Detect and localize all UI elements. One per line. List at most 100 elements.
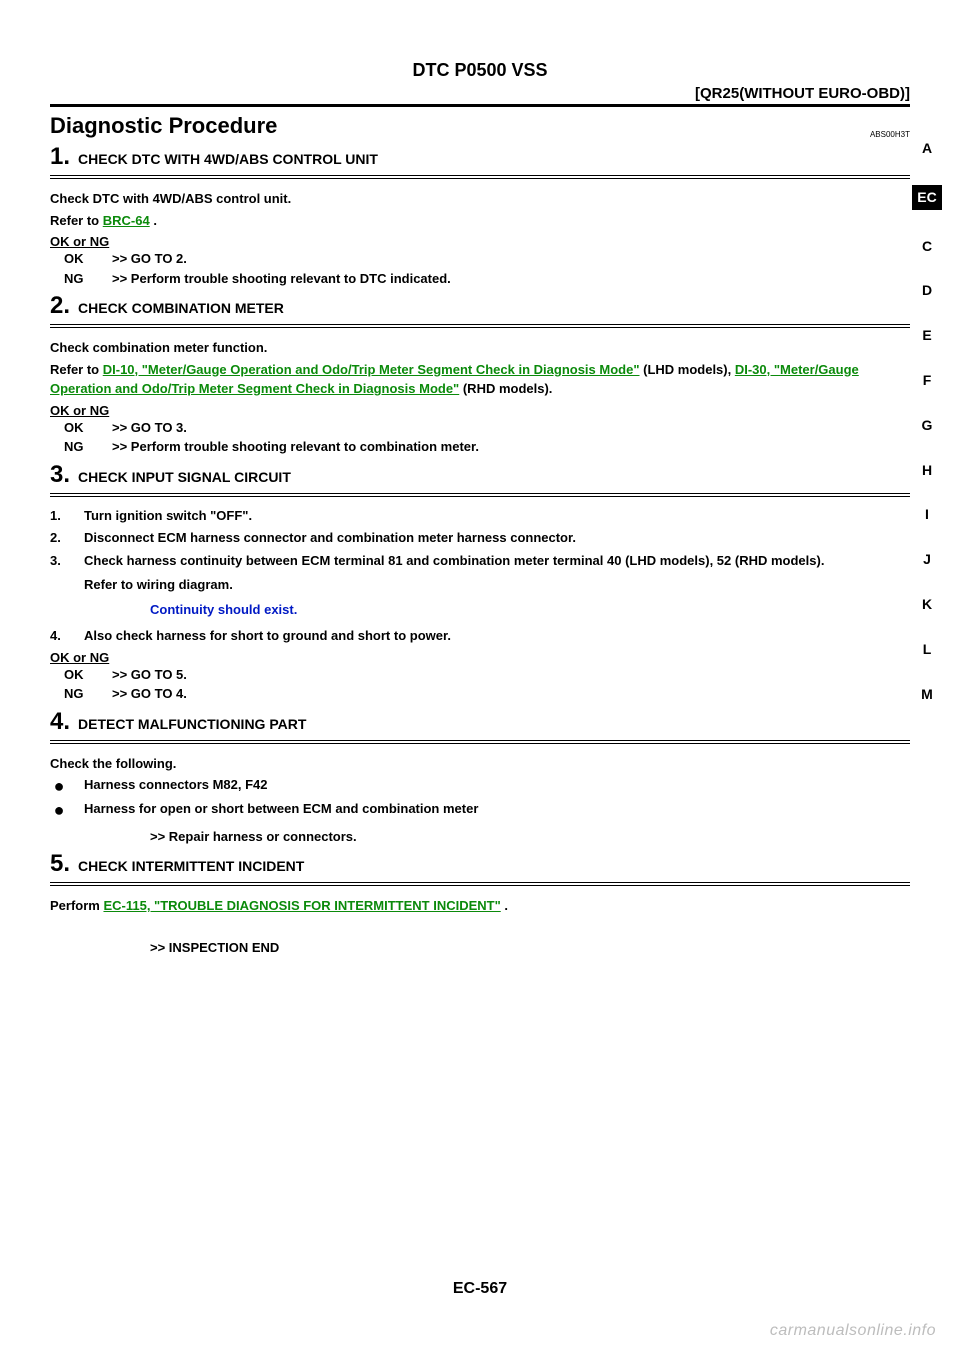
step1-ng-arrow: >> Perform trouble shooting relevant to … (112, 269, 451, 289)
step2-okng: OK or NG (50, 403, 910, 418)
step2-title: CHECK COMBINATION METER (78, 300, 284, 316)
page: DTC P0500 VSS [QR25(WITHOUT EURO-OBD)] A… (0, 0, 960, 1358)
side-tab-f[interactable]: F (912, 372, 942, 389)
step5-num: 5. (50, 850, 70, 878)
side-tab-c[interactable]: C (912, 238, 942, 255)
step1-refer-suffix: . (150, 213, 157, 228)
step4-bullets: ●Harness connectors M82, F42 ●Harness fo… (50, 777, 910, 819)
step3-item3-n: 3. (50, 552, 68, 571)
step2-ng-arrow: >> Perform trouble shooting relevant to … (112, 437, 479, 457)
diag-code: ABS00H3T (870, 130, 910, 139)
step5-end: >> INSPECTION END (150, 940, 910, 955)
side-tab-e[interactable]: E (912, 327, 942, 344)
step3-subline: Refer to wiring diagram. (84, 577, 910, 592)
step3-ng-arrow: >> GO TO 4. (112, 684, 187, 704)
step3-item1-n: 1. (50, 507, 68, 526)
step3-item1-t: Turn ignition switch "OFF". (84, 507, 252, 526)
step5-perform-link[interactable]: EC-115, "TROUBLE DIAGNOSIS FOR INTERMITT… (103, 898, 500, 913)
step3-okng: OK or NG (50, 650, 910, 665)
side-tab-m[interactable]: M (912, 686, 942, 703)
step3-continuity: Continuity should exist. (150, 602, 910, 617)
step3-ok-label: OK (64, 665, 98, 685)
diag-title: Diagnostic Procedure (50, 113, 277, 139)
step4-bullet1: ● Harness connectors M82, F42 (50, 777, 910, 795)
step5-perform-prefix: Perform (50, 898, 103, 913)
side-tab-d[interactable]: D (912, 282, 942, 299)
step3-num: 3. (50, 461, 70, 489)
step2-ng: NG >> Perform trouble shooting relevant … (64, 437, 910, 457)
step3-item4: 4.Also check harness for short to ground… (50, 627, 910, 646)
step2-line1: Check combination meter function. (50, 338, 910, 358)
watermark: carmanualsonline.info (770, 1322, 936, 1340)
step5-rule (50, 882, 910, 886)
bullet-icon: ● (50, 777, 68, 795)
step3-title: CHECK INPUT SIGNAL CIRCUIT (78, 469, 291, 485)
step3-rule (50, 493, 910, 497)
side-tab-h[interactable]: H (912, 462, 942, 479)
side-tab-k[interactable]: K (912, 596, 942, 613)
page-number: EC-567 (0, 1280, 960, 1298)
step1-title: CHECK DTC WITH 4WD/ABS CONTROL UNIT (78, 151, 378, 167)
step4-line1: Check the following. (50, 754, 910, 774)
step2-refer-mid: (LHD models), (640, 362, 735, 377)
side-tab-ec[interactable]: EC (912, 185, 942, 210)
step1-ng-label: NG (64, 269, 98, 289)
step2-refer-suffix: (RHD models). (459, 381, 552, 396)
step3-item1: 1. Turn ignition switch "OFF". (50, 507, 910, 526)
side-tab-a[interactable]: A (912, 140, 942, 157)
step3-item3-t: Check harness continuity between ECM ter… (84, 552, 824, 571)
step3-ok: OK >> GO TO 5. (64, 665, 910, 685)
step1-ok: OK >> GO TO 2. (64, 249, 910, 269)
step5-title: CHECK INTERMITTENT INCIDENT (78, 858, 304, 874)
step3-item2-n: 2. (50, 529, 68, 548)
step1-okng: OK or NG (50, 234, 910, 249)
step4-bullet1-t: Harness connectors M82, F42 (84, 777, 268, 792)
subtitle: [QR25(WITHOUT EURO-OBD)] (50, 85, 910, 107)
step1-header: 1. CHECK DTC WITH 4WD/ABS CONTROL UNIT (50, 143, 910, 171)
step3-item2-t: Disconnect ECM harness connector and com… (84, 529, 576, 548)
step1-line1: Check DTC with 4WD/ABS control unit. (50, 189, 910, 209)
step5-perform: Perform EC-115, "TROUBLE DIAGNOSIS FOR I… (50, 896, 910, 916)
step2-header: 2. CHECK COMBINATION METER (50, 292, 910, 320)
doc-title: DTC P0500 VSS (50, 60, 910, 81)
side-tab-g[interactable]: G (912, 417, 942, 434)
step3-ng-label: NG (64, 684, 98, 704)
step1-rule (50, 175, 910, 179)
step2-refer-link1[interactable]: DI-10, "Meter/Gauge Operation and Odo/Tr… (103, 362, 640, 377)
step3-ng: NG >> GO TO 4. (64, 684, 910, 704)
step2-ok-arrow: >> GO TO 3. (112, 418, 187, 438)
side-tabs: A EC C D E F G H I J K L M (912, 140, 942, 702)
step1-ok-label: OK (64, 249, 98, 269)
step5-header: 5. CHECK INTERMITTENT INCIDENT (50, 850, 910, 878)
step4-title: DETECT MALFUNCTIONING PART (78, 716, 306, 732)
step4-num: 4. (50, 708, 70, 736)
step1-refer: Refer to BRC-64 . (50, 211, 910, 231)
step5-perform-suffix: . (501, 898, 508, 913)
step3-item2: 2. Disconnect ECM harness connector and c… (50, 529, 910, 548)
step2-ng-label: NG (64, 437, 98, 457)
step2-ok-label: OK (64, 418, 98, 438)
bullet-icon: ● (50, 801, 68, 819)
step3-list: 1. Turn ignition switch "OFF". 2. Disconne… (50, 507, 910, 572)
step2-refer-prefix: Refer to (50, 362, 103, 377)
step2-ok: OK >> GO TO 3. (64, 418, 910, 438)
step2-num: 2. (50, 292, 70, 320)
step4-repair: >> Repair harness or connectors. (150, 829, 910, 844)
step2-rule (50, 324, 910, 328)
step1-ng: NG >> Perform trouble shooting relevant … (64, 269, 910, 289)
step3-item3: 3. Check harness continuity between ECM t… (50, 552, 910, 571)
side-tab-i[interactable]: I (912, 506, 942, 523)
step1-refer-link[interactable]: BRC-64 (103, 213, 150, 228)
step3-header: 3. CHECK INPUT SIGNAL CIRCUIT (50, 461, 910, 489)
diag-header: Diagnostic Procedure ABS00H3T (50, 113, 910, 139)
step1-ok-arrow: >> GO TO 2. (112, 249, 187, 269)
step1-refer-prefix: Refer to (50, 213, 103, 228)
step3-ok-arrow: >> GO TO 5. (112, 665, 187, 685)
step3-item4-t: Also check harness for short to ground a… (84, 627, 451, 646)
step2-refer: Refer to DI-10, "Meter/Gauge Operation a… (50, 360, 910, 399)
side-tab-j[interactable]: J (912, 551, 942, 568)
step4-rule (50, 740, 910, 744)
side-tab-l[interactable]: L (912, 641, 942, 658)
step1-num: 1. (50, 143, 70, 171)
step4-header: 4. DETECT MALFUNCTIONING PART (50, 708, 910, 736)
